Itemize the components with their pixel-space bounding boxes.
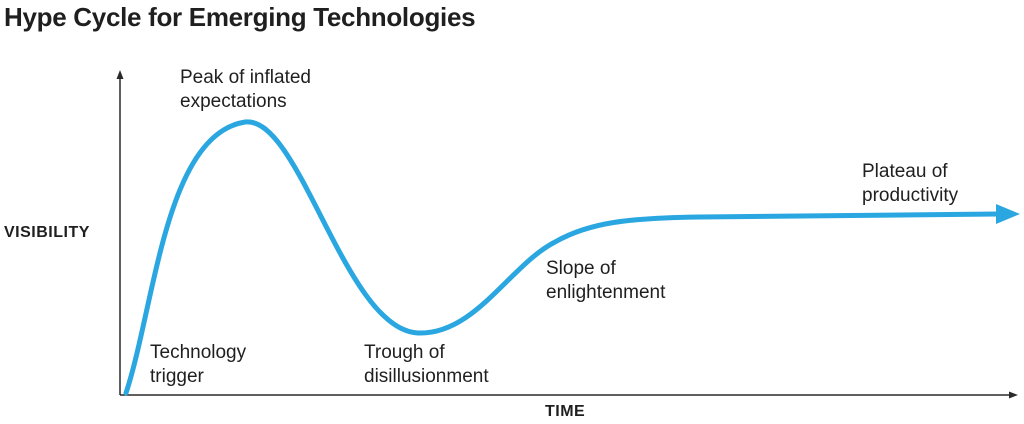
- phase-label-line2: disillusionment: [364, 366, 489, 387]
- phase-trough-of-disillusionment: Trough of disillusionment: [364, 341, 489, 389]
- diagram-title: Hype Cycle for Emerging Technologies: [4, 2, 476, 32]
- curve-arrowhead: [996, 204, 1020, 224]
- phase-label-line1: Technology: [150, 342, 247, 363]
- phase-label-line2: expectations: [180, 91, 287, 112]
- phase-technology-trigger: Technology trigger: [150, 341, 246, 389]
- x-axis-label: TIME: [545, 403, 586, 420]
- phase-label-line2: enlightenment: [546, 282, 666, 303]
- phase-label-line2: productivity: [862, 185, 959, 206]
- phase-slope-of-enlightenment: Slope of enlightenment: [546, 257, 665, 305]
- hype-curve: [123, 119, 1001, 396]
- phase-plateau-of-productivity: Plateau of productivity: [862, 160, 958, 208]
- x-axis-arrowhead: [1009, 391, 1018, 399]
- phase-label-line1: Slope of: [546, 258, 616, 279]
- phase-label-line1: Peak of inflated: [180, 67, 311, 88]
- phase-label-line1: Trough of: [364, 342, 445, 363]
- y-axis-label: VISIBILITY: [4, 224, 90, 241]
- phase-label-line1: Plateau of: [862, 161, 948, 182]
- phase-label-line2: trigger: [150, 366, 204, 387]
- y-axis-arrowhead: [116, 70, 124, 79]
- phase-peak-of-inflated-expectations: Peak of inflated expectations: [180, 66, 311, 114]
